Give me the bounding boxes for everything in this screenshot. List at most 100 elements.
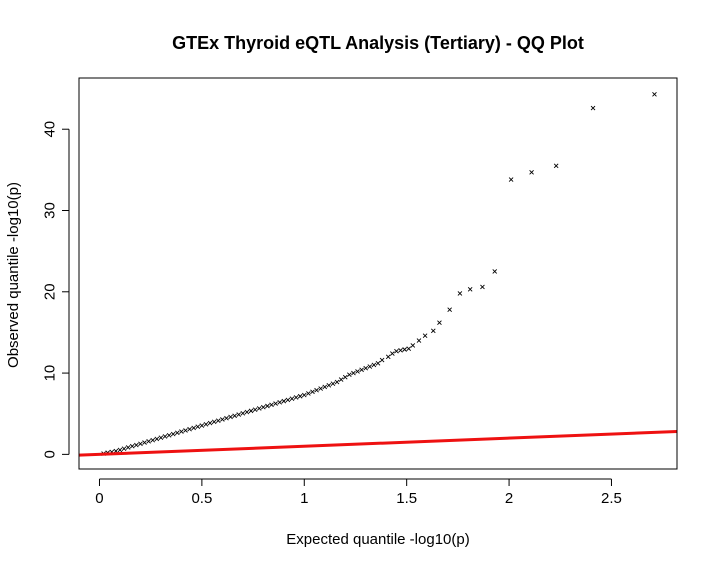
y-axis-label: Observed quantile -log10(p) [5, 182, 22, 368]
data-point [330, 381, 336, 386]
data-points [101, 91, 657, 456]
data-point [207, 420, 213, 426]
y-tick-label: 0 [42, 450, 59, 458]
data-point [306, 391, 311, 396]
data-point [326, 382, 332, 388]
data-point [334, 379, 340, 385]
data-point [117, 447, 123, 453]
data-point [260, 404, 266, 410]
data-point [355, 369, 360, 374]
data-point [191, 425, 197, 431]
data-point [150, 437, 156, 443]
data-point [203, 421, 209, 427]
data-point [224, 415, 229, 421]
data-point [273, 401, 278, 406]
data-point [394, 348, 399, 354]
data-point [121, 446, 127, 451]
data-point [351, 370, 356, 376]
data-point [265, 403, 270, 409]
data-point [385, 354, 391, 360]
data-point [252, 407, 258, 412]
y-tick-label: 20 [42, 283, 59, 300]
x-tick-label: 2 [505, 490, 513, 507]
data-point [293, 395, 299, 400]
data-point [285, 397, 291, 403]
data-point [652, 91, 657, 97]
data-point [301, 392, 307, 398]
data-point [416, 338, 422, 343]
data-point [590, 105, 596, 111]
y-tick-label: 30 [42, 202, 59, 219]
x-axis-label: Expected quantile -log10(p) [286, 531, 469, 548]
y-tick-label: 40 [42, 121, 59, 138]
x-tick-label: 0 [95, 490, 103, 507]
data-point [398, 347, 403, 353]
data-point [232, 413, 237, 419]
data-point [342, 374, 348, 380]
data-point [297, 393, 303, 399]
data-point [402, 347, 407, 352]
x-tick-label: 0.5 [191, 490, 212, 507]
data-point [367, 364, 373, 369]
y-axis-ticks: 0 10 20 30 40 [42, 121, 70, 459]
x-tick-label: 2.5 [601, 490, 622, 507]
chart-title: GTEx Thyroid eQTL Analysis (Tertiary) - … [172, 33, 584, 53]
x-axis-ticks: 0 0.5 1 1.5 2 2.5 [95, 478, 622, 507]
data-point [359, 367, 364, 373]
data-point [154, 436, 160, 442]
data-point [322, 384, 328, 390]
y-tick-label: 10 [42, 365, 59, 382]
data-point [187, 426, 192, 432]
data-point [220, 417, 225, 422]
data-point [289, 396, 295, 402]
data-point [170, 431, 176, 437]
data-point [166, 432, 172, 438]
data-point [269, 402, 274, 408]
data-point [195, 424, 201, 430]
data-point [142, 440, 147, 445]
x-tick-label: 1.5 [396, 490, 417, 507]
x-tick-label: 1 [300, 490, 308, 507]
data-point [430, 328, 436, 334]
expected-reference-line [78, 429, 678, 457]
data-point [375, 361, 381, 366]
data-point [314, 387, 319, 393]
data-point [277, 400, 283, 405]
data-point [379, 357, 385, 363]
data-point [134, 442, 139, 448]
data-point [347, 372, 352, 378]
data-point [553, 163, 559, 169]
data-point [318, 386, 323, 391]
data-point [162, 434, 168, 439]
data-point [467, 287, 473, 292]
data-point [138, 441, 143, 447]
data-point [125, 445, 131, 450]
data-point [338, 377, 344, 382]
data-point [437, 320, 442, 325]
data-point [371, 362, 377, 368]
data-point [228, 414, 233, 420]
data-point [492, 269, 498, 274]
data-point [281, 398, 287, 404]
data-point [236, 412, 242, 417]
plot-frame [78, 77, 678, 470]
data-point [310, 389, 315, 395]
data-point [410, 343, 416, 348]
data-point [199, 423, 205, 428]
data-point [158, 435, 164, 441]
data-point [183, 428, 188, 433]
data-point [211, 419, 217, 425]
data-point [240, 410, 246, 416]
data-point [256, 406, 262, 411]
data-point [215, 418, 221, 423]
data-point [480, 284, 485, 290]
data-point [422, 333, 428, 339]
data-point [179, 429, 184, 434]
data-point [457, 291, 463, 296]
data-point [146, 439, 151, 444]
data-point [406, 346, 412, 352]
data-point [174, 430, 180, 436]
data-point [248, 408, 254, 414]
data-point [390, 351, 395, 356]
